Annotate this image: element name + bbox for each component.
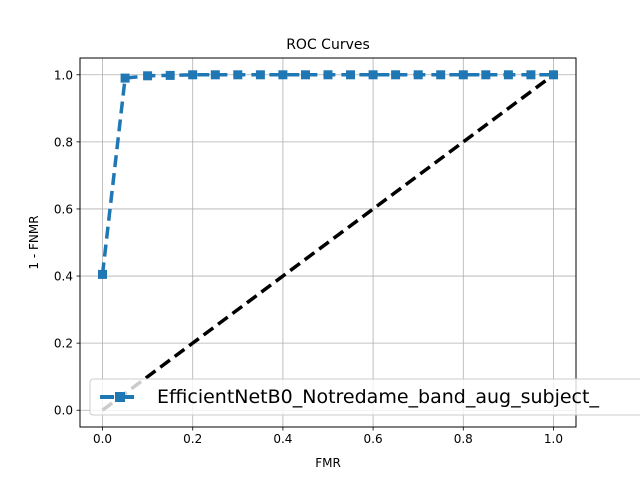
data-point-marker: [346, 70, 355, 80]
data-point-marker: [413, 70, 423, 80]
data-point-marker: [255, 70, 265, 80]
data-point-marker: [165, 70, 175, 80]
x-axis-label: FMR: [315, 456, 341, 470]
axis-ticks: 0.0 0.2 0.4 0.6 0.8 1.0 0.0 0.2 0.4 0.6 0.8 1.0: [54, 68, 563, 446]
data-point-marker: [98, 269, 107, 279]
data-point-marker: [278, 70, 288, 80]
data-point-marker: [503, 70, 513, 80]
data-point-marker: [233, 70, 243, 80]
y-axis-label: 1 - FNMR: [27, 215, 41, 269]
x-tick-label: 0.8: [454, 432, 473, 446]
data-point-marker: [436, 70, 446, 80]
legend-box: [89, 378, 640, 416]
data-point-marker: [368, 70, 378, 80]
data-point-marker: [301, 70, 310, 80]
x-tick-label: 1.0: [544, 432, 563, 446]
chart-title: ROC Curves: [286, 37, 370, 53]
data-point-marker: [481, 70, 491, 80]
data-point-marker: [391, 70, 401, 80]
data-point-marker: [210, 70, 220, 80]
legend-label-series-1: EfficientNetB0_Notredame_band_aug_subjec…: [157, 386, 599, 408]
x-tick-label: 0.2: [183, 432, 202, 446]
data-point-marker: [323, 70, 333, 80]
data-point-marker: [120, 73, 130, 83]
data-point-marker: [143, 71, 153, 81]
legend: EfficientNetB0_Notredame_band_aug_subjec…: [89, 378, 640, 416]
data-point-marker: [188, 70, 198, 80]
y-tick-label: 0.0: [54, 404, 73, 418]
series-layer: [98, 70, 558, 412]
x-tick-label: 0.0: [93, 432, 112, 446]
chance-diagonal-line: [101, 73, 555, 412]
y-tick-label: 0.2: [54, 337, 73, 351]
data-point-marker: [549, 70, 558, 80]
x-tick-label: 0.4: [273, 432, 292, 446]
plot-area-frame: [79, 57, 577, 428]
y-tick-label: 1.0: [54, 68, 73, 82]
legend-marker-square: [115, 392, 125, 402]
y-tick-label: 0.4: [54, 270, 73, 284]
data-point-marker: [458, 70, 468, 80]
x-tick-label: 0.6: [364, 432, 383, 446]
data-point-marker: [526, 70, 536, 80]
y-tick-label: 0.6: [54, 202, 73, 216]
y-tick-label: 0.8: [54, 135, 73, 149]
